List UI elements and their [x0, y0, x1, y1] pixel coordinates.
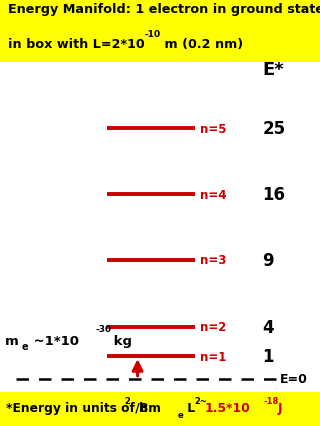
Text: *Energy in units of h: *Energy in units of h	[6, 401, 148, 414]
Text: L: L	[183, 401, 195, 414]
Text: 1.5*10: 1.5*10	[205, 401, 251, 414]
Text: 4: 4	[262, 318, 274, 336]
Text: 25: 25	[262, 120, 285, 138]
Text: -10: -10	[145, 30, 161, 39]
Text: n=5: n=5	[200, 122, 227, 135]
Text: n=3: n=3	[200, 254, 226, 267]
Text: E=0: E=0	[280, 372, 308, 385]
Text: ~1*10: ~1*10	[29, 334, 79, 348]
Text: e: e	[21, 342, 28, 351]
Text: kg: kg	[109, 334, 132, 348]
Text: n=1: n=1	[200, 350, 226, 363]
Bar	[0, 392, 320, 426]
Text: E*: E*	[262, 61, 284, 79]
Text: -30: -30	[96, 325, 112, 334]
Text: m (0.2 nm): m (0.2 nm)	[160, 38, 243, 51]
Text: J: J	[278, 401, 282, 414]
Text: n=4: n=4	[200, 188, 227, 201]
Text: 16: 16	[262, 186, 285, 204]
Text: -18: -18	[264, 396, 279, 405]
Text: in box with L=2*10: in box with L=2*10	[8, 38, 145, 51]
Text: e: e	[177, 409, 183, 419]
Bar	[0, 0, 320, 63]
Text: 9: 9	[262, 251, 274, 269]
Text: 2: 2	[124, 396, 130, 405]
Text: m: m	[5, 334, 19, 348]
Text: 1: 1	[262, 348, 274, 366]
Text: n=2: n=2	[200, 320, 226, 333]
Text: /8m: /8m	[131, 401, 160, 414]
Text: Energy Manifold: 1 electron in ground state: Energy Manifold: 1 electron in ground st…	[8, 3, 320, 16]
Text: 2~: 2~	[195, 396, 207, 405]
